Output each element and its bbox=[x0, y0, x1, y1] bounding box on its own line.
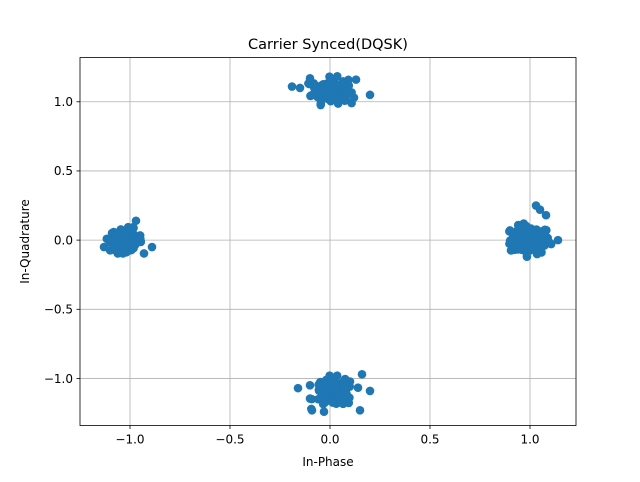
data-point bbox=[316, 89, 326, 98]
data-point bbox=[305, 73, 315, 83]
data-point bbox=[349, 93, 359, 102]
x-axis-label: In-Phase bbox=[302, 455, 353, 469]
data-point bbox=[307, 90, 316, 100]
data-point bbox=[330, 384, 339, 394]
data-point bbox=[121, 241, 130, 251]
data-point bbox=[340, 374, 350, 384]
y-tick-label: 0.0 bbox=[54, 233, 73, 247]
data-point bbox=[340, 96, 350, 105]
data-point bbox=[323, 80, 333, 90]
y-tick-label: 1.0 bbox=[54, 95, 73, 109]
data-point bbox=[99, 242, 109, 252]
data-point bbox=[357, 370, 367, 379]
plot-frame bbox=[79, 57, 577, 426]
data-point bbox=[540, 229, 549, 238]
data-point bbox=[538, 237, 547, 247]
y-tick-label: −1.0 bbox=[44, 372, 73, 386]
data-point bbox=[314, 380, 323, 390]
data-point bbox=[510, 245, 519, 255]
data-point bbox=[131, 216, 141, 226]
data-point bbox=[365, 90, 375, 100]
data-point bbox=[513, 220, 523, 230]
data-point bbox=[353, 383, 363, 392]
y-tick-label: −0.5 bbox=[44, 303, 73, 317]
data-point bbox=[147, 242, 157, 252]
data-point bbox=[295, 83, 305, 93]
data-point bbox=[541, 210, 551, 220]
data-point bbox=[307, 405, 317, 415]
data-point bbox=[139, 249, 149, 258]
y-axis-label: In-Quadrature bbox=[18, 199, 32, 284]
data-point bbox=[293, 383, 303, 393]
data-point bbox=[535, 205, 545, 214]
x-tick-label: −0.5 bbox=[215, 433, 244, 447]
ticks: −1.0 −0.5 0.0 0.5 1.0 −1.0 −0.5 0.0 0.5 1.0 bbox=[44, 95, 540, 446]
data-point bbox=[351, 75, 361, 84]
data-point bbox=[342, 390, 351, 399]
data-point bbox=[104, 236, 114, 245]
x-tick-label: −1.0 bbox=[115, 433, 144, 447]
data-point bbox=[553, 235, 563, 245]
data-points bbox=[99, 72, 563, 416]
data-point bbox=[287, 82, 297, 91]
y-tick-label: 0.5 bbox=[54, 164, 73, 178]
chart-title: Carrier Synced(DQSK) bbox=[248, 37, 408, 53]
x-tick-label: 0.5 bbox=[420, 433, 439, 447]
data-point bbox=[530, 245, 540, 255]
x-tick-label: 1.0 bbox=[520, 433, 539, 447]
data-point bbox=[316, 100, 325, 110]
data-point bbox=[328, 398, 338, 407]
data-point bbox=[319, 391, 329, 401]
data-point bbox=[305, 380, 315, 390]
data-point bbox=[355, 405, 365, 415]
data-point bbox=[365, 386, 375, 396]
data-point bbox=[522, 244, 532, 254]
data-point bbox=[307, 394, 317, 404]
data-point bbox=[505, 226, 515, 235]
data-point bbox=[124, 235, 133, 244]
data-point bbox=[328, 90, 337, 100]
data-point bbox=[517, 238, 527, 248]
data-point bbox=[526, 226, 536, 235]
data-point bbox=[344, 75, 353, 85]
x-tick-label: 0.0 bbox=[320, 433, 339, 447]
data-point bbox=[544, 237, 554, 246]
data-point bbox=[332, 371, 342, 380]
data-point bbox=[319, 407, 329, 416]
